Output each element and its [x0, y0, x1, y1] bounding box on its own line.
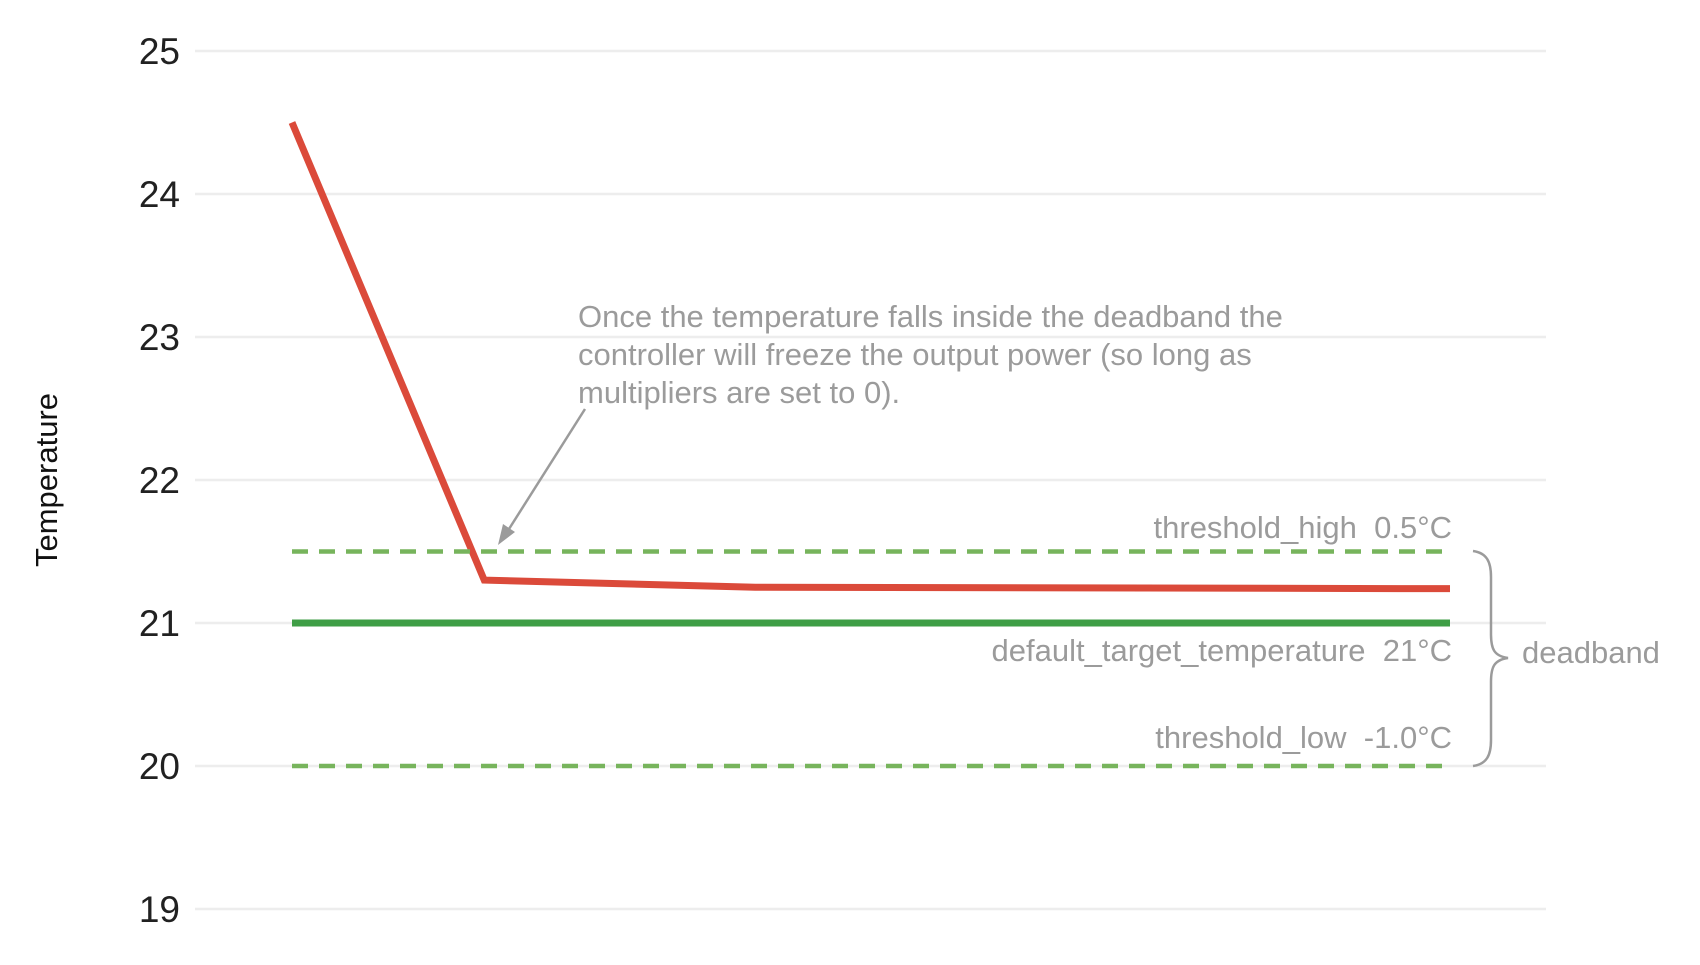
- deadband-brace-icon: [1472, 549, 1509, 768]
- target-temperature-label: default_target_temperature 21°C: [992, 633, 1452, 668]
- y-tick-label: 22: [139, 460, 180, 501]
- threshold-high-label: threshold_high 0.5°C: [1154, 510, 1452, 545]
- deadband-label: deadband: [1522, 635, 1660, 670]
- temperature-line: [288, 121, 1451, 593]
- y-tick-label: 21: [139, 603, 180, 644]
- y-tick-labels-group: 25 24 23 22 21 20 19: [139, 31, 180, 930]
- annotation-line-3: multipliers are set to 0).: [578, 375, 900, 410]
- gridlines-group: [195, 49, 1546, 911]
- annotation-line-2: controller will freeze the output power …: [578, 337, 1252, 372]
- y-tick-label: 20: [139, 746, 180, 787]
- annotation-arrow-shaft: [507, 408, 587, 530]
- annotation-arrowhead-icon: [498, 524, 515, 545]
- threshold-low-label: threshold_low -1.0°C: [1155, 720, 1452, 755]
- annotation-line-1: Once the temperature falls inside the de…: [578, 299, 1283, 334]
- y-tick-label: 23: [139, 317, 180, 358]
- annotation: Once the temperature falls inside the de…: [578, 299, 1283, 410]
- annotation-arrow: [498, 408, 587, 545]
- y-axis-title: Temperature: [29, 393, 64, 567]
- series-group: [288, 121, 1451, 769]
- y-tick-label: 25: [139, 31, 180, 72]
- y-tick-label: 19: [139, 889, 180, 930]
- y-tick-label: 24: [139, 174, 180, 215]
